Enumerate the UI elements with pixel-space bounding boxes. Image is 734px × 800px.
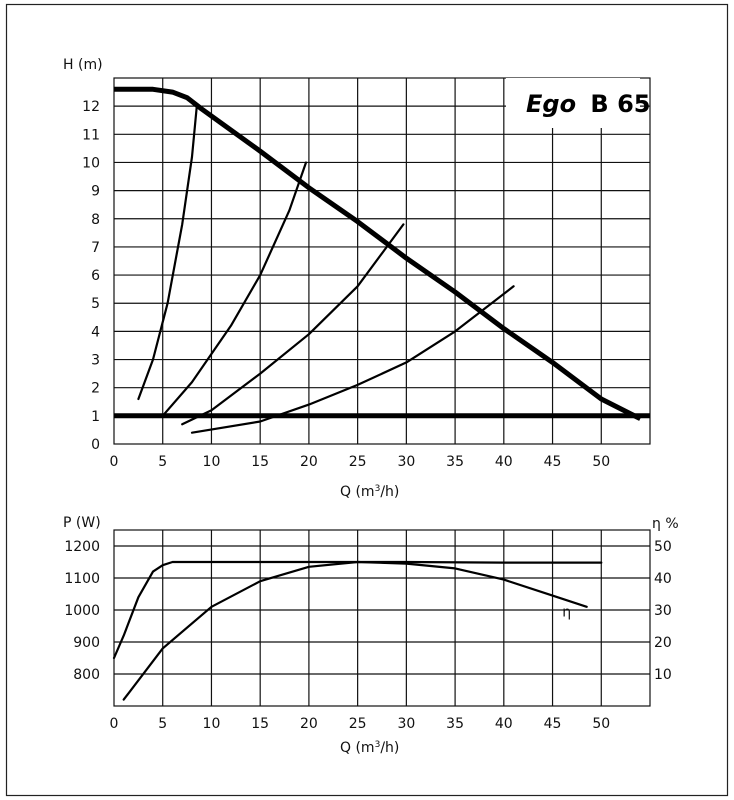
title-model: B 65 [590, 90, 650, 118]
bottom-y2-tick-label: 50 [654, 539, 672, 555]
top-x-tick-label: 40 [495, 454, 513, 470]
top-y-tick-label: 11 [82, 127, 100, 143]
bottom-x-tick-label: 0 [110, 716, 119, 732]
bottom-x-tick-label: 35 [446, 716, 464, 732]
bottom-series-group: η [112, 560, 603, 701]
top-y-tick-label: 12 [82, 99, 100, 115]
top-y-tick-label: 10 [82, 155, 100, 171]
bottom-x-tick-label: 40 [495, 716, 513, 732]
top-series-3 [161, 161, 308, 417]
bottom-annotation-eta: η [562, 604, 571, 620]
bottom-y-tick-label: 900 [73, 635, 100, 651]
bottom-plot-frame [113, 529, 651, 707]
bottom-series-P [112, 560, 603, 660]
top-x-tick-label: 20 [300, 454, 318, 470]
top-x-tick-label: 35 [446, 454, 464, 470]
top-y-tick-label: 5 [91, 296, 100, 312]
bottom-y-tick-label: 1100 [64, 571, 100, 587]
bottom-y2-tick-label: 40 [654, 571, 672, 587]
bottom-x-tick-label: 50 [592, 716, 610, 732]
top-y-tick-label: 7 [91, 240, 100, 256]
bottom-ylabel: P (W) [63, 515, 101, 531]
bottom-x-tick-label: 20 [300, 716, 318, 732]
chart-title: Ego B 65 [526, 90, 650, 118]
top-series-0 [114, 86, 642, 421]
top-y-tick-label: 3 [91, 353, 100, 369]
bottom-x-tick-label: 10 [203, 716, 221, 732]
top-ylabel: H (m) [63, 57, 103, 73]
bottom-y-tick-label: 1000 [64, 603, 100, 619]
bottom-y-tick-label: 800 [73, 667, 100, 683]
title-brand: Ego [526, 90, 576, 118]
bottom-x-tick-label: 30 [397, 716, 415, 732]
bottom-x-tick-label: 45 [544, 716, 562, 732]
bottom-y-tick-label: 1200 [64, 539, 100, 555]
bottom-series-η [122, 560, 588, 701]
bottom-y2-tick-label: 30 [654, 603, 672, 619]
top-y-tick-label: 2 [91, 381, 100, 397]
top-x-tick-label: 30 [397, 454, 415, 470]
top-series-5 [190, 285, 515, 434]
top-xlabel: Q (m3/h) [340, 484, 399, 500]
bottom-x-tick-label: 25 [349, 716, 367, 732]
bottom-y2-tick-label: 10 [654, 667, 672, 683]
top-x-tick-label: 50 [592, 454, 610, 470]
top-series-4 [181, 223, 405, 426]
bottom-tick-labels: 0 5 10 15 20 25 30 35 40 45 50 800 900 1000 1100 1200 10… [64, 539, 671, 732]
bottom-y2label: η % [652, 516, 679, 532]
top-x-tick-label: 0 [110, 454, 119, 470]
top-x-tick-label: 10 [203, 454, 221, 470]
top-series-2 [137, 105, 198, 401]
bottom-y2-tick-label: 20 [654, 635, 672, 651]
title-box-bg [506, 78, 640, 128]
bottom-x-tick-label: 5 [158, 716, 167, 732]
top-y-tick-label: 8 [91, 212, 100, 228]
top-y-tick-label: 0 [91, 437, 100, 453]
top-y-tick-label: 6 [91, 268, 100, 284]
bottom-grid [113, 529, 651, 707]
top-x-tick-label: 25 [349, 454, 367, 470]
top-y-tick-label: 1 [91, 409, 100, 425]
top-y-tick-label: 4 [91, 324, 100, 340]
bottom-xlabel: Q (m3/h) [340, 740, 399, 756]
top-plot-frame [113, 77, 651, 445]
top-y-tick-label: 9 [91, 184, 100, 200]
bottom-x-tick-label: 15 [251, 716, 269, 732]
top-series-group [114, 86, 650, 434]
top-x-tick-label: 45 [544, 454, 562, 470]
top-x-tick-label: 15 [251, 454, 269, 470]
top-x-tick-label: 5 [158, 454, 167, 470]
